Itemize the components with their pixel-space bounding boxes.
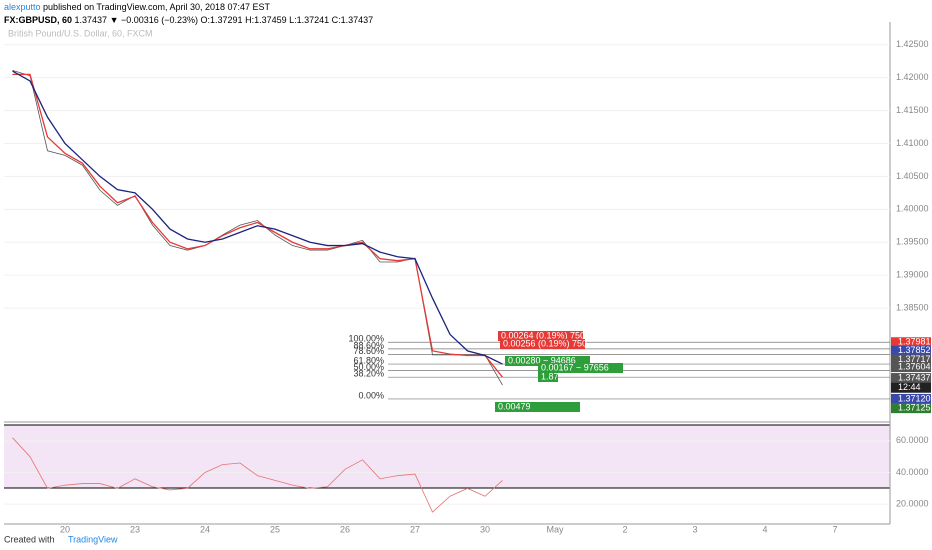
price-tag [891, 345, 931, 356]
legend: British Pound/U.S. Dollar, 60, FXCM [8, 28, 153, 38]
price-tag [891, 393, 931, 404]
x-tick-label: 24 [200, 524, 210, 534]
author: alexputto [4, 2, 41, 12]
annotation: 1.87 [541, 371, 559, 381]
y-tick-label: 1.41000 [896, 138, 929, 148]
annotation-box [538, 363, 623, 373]
publish-line: alexputto published on TradingView.com, … [4, 2, 904, 12]
annotation-box [498, 331, 583, 341]
footer-created: Created with [4, 534, 55, 544]
price-tag [891, 403, 931, 414]
fib-label: 38.20% [353, 369, 384, 379]
footer-brand: TradingView [68, 534, 118, 544]
y-tick-label: 1.40500 [896, 171, 929, 181]
series-line [12, 70, 503, 386]
published: published on TradingView.com, April 30, … [43, 2, 271, 12]
y-tick-label: 60.0000 [896, 435, 929, 445]
x-tick-label: 3 [692, 524, 697, 534]
x-tick-label: May [546, 524, 564, 534]
price-tag [891, 337, 931, 348]
quote: 1.37437 ▼ −0.00316 (−0.23%) O:1.37291 H:… [74, 15, 374, 25]
annotation: 0.00479 [498, 401, 531, 411]
price-tag-label: 1.37120 [898, 393, 931, 403]
y-tick-label: 1.42500 [896, 39, 929, 49]
x-tick-label: 4 [762, 524, 767, 534]
fib-label: 100.00% [348, 334, 384, 344]
annotation-box [538, 372, 558, 382]
y-tick-label: 1.38500 [896, 302, 929, 312]
y-tick-label: 1.41500 [896, 105, 929, 115]
price-tag-label: 1.37717 [898, 354, 931, 364]
x-tick-label: 25 [270, 524, 280, 534]
price-tag [891, 354, 931, 365]
x-tick-label: 7 [832, 524, 837, 534]
y-tick-label: 20.0000 [896, 499, 929, 509]
x-tick-label: 30 [480, 524, 490, 534]
y-tick-label: 1.39500 [896, 237, 929, 247]
annotation: 0.00256 (0.19%) 750 [503, 338, 587, 348]
price-tag [891, 373, 931, 384]
y-tick-label: 1.39000 [896, 270, 929, 280]
price-tag-label: 1.37981 [898, 337, 931, 347]
annotation: 0.00264 (0.19%) 750 [501, 330, 585, 340]
series-line [12, 70, 503, 365]
x-tick-label: 23 [130, 524, 140, 534]
rsi-band [4, 425, 890, 488]
fib-label: 0.00% [358, 390, 384, 400]
price-tag [891, 382, 931, 393]
x-tick-label: 20 [60, 524, 70, 534]
y-tick-label: 40.0000 [896, 467, 929, 477]
fib-label: 50.00% [353, 362, 384, 372]
annotation-box [495, 402, 580, 412]
y-tick-label: 1.40000 [896, 204, 929, 214]
price-tag-label: 1.37604 [898, 361, 931, 371]
series-line [12, 73, 504, 378]
annotation: 0.00167 ~ 97656 [541, 362, 609, 372]
series-line [12, 437, 503, 513]
fib-label: 78.60% [353, 346, 384, 356]
x-tick-label: 2 [622, 524, 627, 534]
price-tag-label: 1.37437 [898, 372, 931, 382]
annotation-box [505, 356, 590, 366]
x-tick-label: 26 [340, 524, 350, 534]
quote-line: FX:GBPUSD, 60 1.37437 ▼ −0.00316 (−0.23%… [4, 15, 904, 25]
x-tick-label: 27 [410, 524, 420, 534]
fib-label: 88.60% [353, 340, 384, 350]
y-tick-label: 1.42000 [896, 72, 929, 82]
price-tag-label: 12:44 [898, 382, 921, 392]
annotation: 0.00280 ~ 94686 [508, 355, 576, 365]
annotation-box [500, 339, 585, 349]
fib-label: 61.80% [353, 355, 384, 365]
price-tag-label: 1.37125 [898, 403, 931, 413]
symbol: FX:GBPUSD, 60 [4, 15, 73, 25]
price-tag [891, 362, 931, 373]
price-tag-label: 1.37852 [898, 345, 931, 355]
header: alexputto published on TradingView.com, … [4, 2, 904, 25]
